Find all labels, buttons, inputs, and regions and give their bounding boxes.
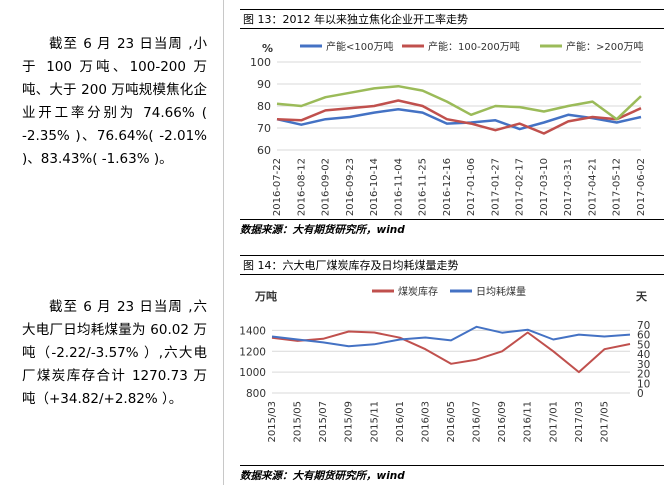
chart14-xtick-label: 2016/09 — [497, 401, 508, 443]
chart13-legend-label: 产能<100万吨 — [326, 40, 393, 53]
summary-text-power-plants: 截至 6 月 23 日当周 ,六大电厂日均耗煤量为 60.02 万吨（-2.22… — [22, 299, 207, 407]
fig14-source: 数据来源：大有期货研究所，wind — [240, 470, 405, 482]
chart14-right-ytick-label: 50 — [637, 339, 650, 351]
fig13-source: 数据来源：大有期货研究所，wind — [240, 224, 405, 236]
chart13-ytick-label: 60 — [257, 144, 271, 157]
chart14-xtick-label: 2016/03 — [420, 401, 431, 443]
column-divider — [223, 0, 224, 485]
fig13-title: 图 13：2012 年以来独立焦化企业开工率走势 — [240, 9, 664, 29]
chart14-legend-label: 煤炭库存 — [398, 285, 438, 298]
chart13-ytick-label: 70 — [257, 122, 271, 135]
chart13-ylabel: % — [262, 42, 273, 55]
chart13-ytick-label: 90 — [257, 78, 271, 91]
chart13-xtick-label: 2017-01-06 — [466, 158, 477, 216]
summary-paragraph-power-plants: 截至 6 月 23 日当周 ,六大电厂日均耗煤量为 60.02 万吨（-2.22… — [22, 296, 207, 411]
chart14-series-line — [271, 325, 631, 348]
chart14-left-ylabel: 万吨 — [254, 289, 277, 303]
chart14-xtick-label: 2016/05 — [446, 401, 457, 443]
fig14-title: 图 14：六大电厂煤炭库存及日均耗煤量走势 — [240, 255, 664, 275]
chart14-series-line — [271, 330, 631, 374]
chart13-xtick-label: 2017-06-02 — [636, 158, 647, 216]
chart13-xtick-label: 2017-05-12 — [612, 158, 623, 216]
chart14-right-ytick-label: 0 — [637, 388, 644, 400]
chart14-legend-label: 日均耗煤量 — [476, 285, 526, 298]
chart13-xtick-label: 2016-10-14 — [369, 158, 380, 216]
chart14-xtick-label: 2015/03 — [267, 401, 278, 443]
chart13-ytick-label: 80 — [257, 100, 271, 113]
chart13-xtick-label: 2016-11-04 — [393, 158, 404, 216]
chart13-coking-utilization: 60 70 80 90 100% 2016-07-22 2016-08-12 2016-09-… — [250, 40, 647, 216]
chart13-xtick-label: 2016-09-02 — [321, 158, 332, 216]
chart13-xtick-label: 2017-03-31 — [563, 158, 574, 216]
chart14-left-ytick-label: 1400 — [239, 325, 266, 337]
chart14-right-ylabel: 天 — [636, 290, 648, 303]
chart13-xtick-label: 2016-11-25 — [418, 158, 429, 216]
chart14-xtick-label: 2017/03 — [574, 401, 585, 443]
chart13-xtick-label: 2017-04-21 — [587, 158, 598, 216]
chart13-legend-label: 产能：100-200万吨 — [428, 40, 520, 53]
chart13-xtick-label: 2016-12-16 — [442, 158, 453, 216]
fig14-source-divider — [240, 465, 664, 466]
chart13-xtick-label: 2016-08-12 — [296, 158, 307, 216]
summary-text-coking: 截至 6 月 23 日当周 ,小于 100 万吨、100-200 万吨、大于 2… — [22, 36, 207, 167]
chart14-xtick-label: 2015/05 — [293, 401, 304, 443]
chart13-series-line — [276, 99, 642, 135]
chart14-xtick-label: 2016/07 — [472, 401, 483, 443]
chart14-right-ytick-label: 20 — [637, 369, 650, 381]
chart13-legend-label: 产能：>200万吨 — [566, 40, 643, 53]
chart14-xtick-label: 2015/11 — [369, 401, 380, 443]
chart14-right-ytick-label: 30 — [637, 359, 650, 371]
chart13-xtick-label: 2017-01-27 — [490, 158, 501, 216]
chart14-left-ytick-label: 1000 — [239, 367, 266, 379]
chart13-xtick-label: 2016-07-22 — [272, 158, 283, 216]
chart14-right-ytick-label: 10 — [637, 378, 650, 390]
chart14-right-ytick-label: 60 — [637, 330, 650, 342]
chart14-left-ytick-label: 800 — [246, 388, 266, 400]
chart14-xtick-label: 2016/01 — [395, 401, 406, 443]
fig13-source-divider — [240, 219, 664, 220]
chart14-right-ytick-label: 40 — [637, 349, 650, 361]
chart13-ytick-label: 100 — [250, 56, 271, 69]
chart14-xtick-label: 2015/07 — [318, 401, 329, 443]
chart14-left-ytick-label: 1200 — [239, 346, 266, 358]
summary-paragraph-coking: 截至 6 月 23 日当周 ,小于 100 万吨、100-200 万吨、大于 2… — [22, 33, 207, 171]
chart14-xtick-label: 2015/09 — [344, 401, 355, 443]
chart14-xtick-label: 2017/01 — [548, 401, 559, 443]
chart13-series-line — [276, 84, 642, 121]
chart14-xtick-label: 2017/05 — [599, 401, 610, 443]
chart13-xtick-label: 2017-02-17 — [515, 158, 526, 216]
chart13-series-line — [276, 108, 642, 131]
chart13-xtick-label: 2017-03-10 — [539, 158, 550, 216]
chart14-right-ytick-label: 70 — [637, 320, 650, 332]
chart14-xtick-label: 2016/11 — [523, 401, 534, 443]
chart13-xtick-label: 2016-09-23 — [345, 158, 356, 216]
